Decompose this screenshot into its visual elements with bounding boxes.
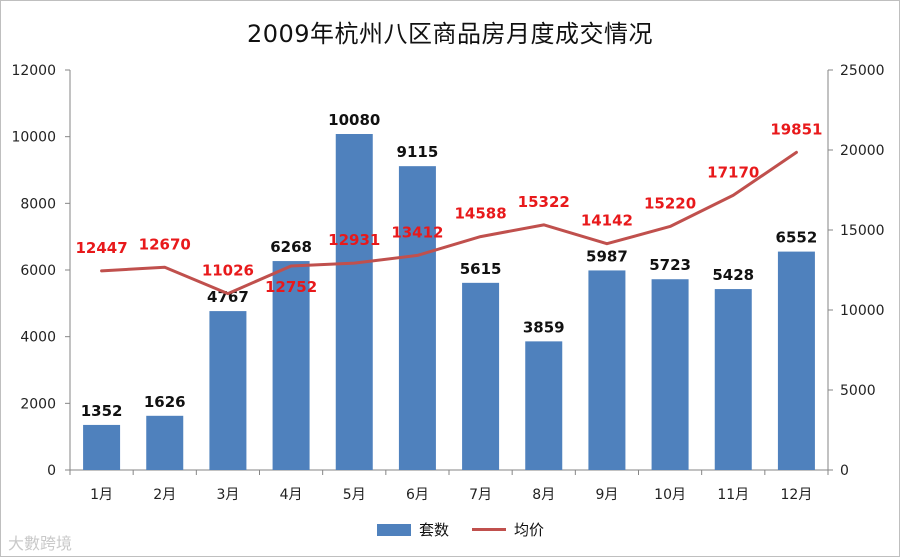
y-right-tick-label: 25000 xyxy=(840,63,885,79)
bar-data-label: 1626 xyxy=(144,393,186,411)
bar xyxy=(209,311,247,470)
y-left-tick-label: 6000 xyxy=(20,263,56,279)
bar-data-label: 5428 xyxy=(712,266,754,284)
bar-data-label: 4767 xyxy=(207,288,249,306)
x-tick-label: 4月 xyxy=(280,487,303,503)
line-data-label: 14142 xyxy=(581,212,633,230)
x-tick-label: 9月 xyxy=(595,487,618,503)
x-tick-label: 6月 xyxy=(406,487,429,503)
line-data-label: 15220 xyxy=(644,194,696,212)
bar xyxy=(398,166,436,470)
y-right-tick-label: 0 xyxy=(840,463,849,479)
bar xyxy=(335,134,373,470)
bar-data-label: 5987 xyxy=(586,247,628,265)
bar xyxy=(83,424,121,470)
bar xyxy=(714,289,752,470)
y-right-tick-label: 10000 xyxy=(840,303,885,319)
series-line xyxy=(100,150,798,296)
line-data-label: 12752 xyxy=(265,278,317,296)
bar-data-label: 10080 xyxy=(328,111,380,129)
x-tick-label: 12月 xyxy=(781,487,813,503)
legend-item-line: 均价 xyxy=(472,519,544,540)
bar xyxy=(651,279,689,470)
y-left-tick-label: 0 xyxy=(47,463,56,479)
y-right-tick-label: 15000 xyxy=(840,223,885,239)
bar xyxy=(146,415,184,470)
legend-item-bar: 套数 xyxy=(377,519,449,540)
line-data-label: 13412 xyxy=(391,223,443,241)
bar-data-label: 5615 xyxy=(460,260,502,278)
bar xyxy=(777,251,815,470)
y-left-tick-label: 4000 xyxy=(20,330,56,346)
y-left-tick-label: 10000 xyxy=(11,130,56,146)
y-left-tick-label: 12000 xyxy=(11,63,56,79)
bar-data-label: 6552 xyxy=(776,229,818,247)
y-right-tick-label: 5000 xyxy=(840,383,876,399)
bar xyxy=(525,341,563,470)
y-right-tick-label: 20000 xyxy=(840,143,885,159)
line-data-label: 12931 xyxy=(328,231,380,249)
chart-legend: 套数 均价 xyxy=(0,519,900,541)
legend-swatch-line xyxy=(472,528,506,531)
bar xyxy=(462,282,500,470)
bar-data-label: 6268 xyxy=(270,238,312,256)
y-left-tick-label: 8000 xyxy=(20,196,56,212)
x-tick-label: 2月 xyxy=(153,487,176,503)
x-tick-label: 5月 xyxy=(343,487,366,503)
line-data-label: 11026 xyxy=(202,262,254,280)
bar-data-label: 1352 xyxy=(81,402,123,420)
x-tick-label: 8月 xyxy=(532,487,555,503)
x-tick-label: 11月 xyxy=(717,487,749,503)
x-tick-label: 10月 xyxy=(654,487,686,503)
bar xyxy=(272,261,310,470)
watermark: 大數跨境 xyxy=(8,534,73,553)
line-data-label: 12670 xyxy=(139,235,191,253)
chart-title: 2009年杭州八区商品房月度成交情况 xyxy=(246,20,654,48)
bar-data-label: 9115 xyxy=(397,143,439,161)
bar-data-label: 5723 xyxy=(649,256,691,274)
line-data-label: 12447 xyxy=(75,239,127,257)
x-tick-label: 3月 xyxy=(216,487,239,503)
line-data-label: 14588 xyxy=(454,205,506,223)
legend-label-line: 均价 xyxy=(514,521,545,539)
line-data-label: 17170 xyxy=(707,163,759,181)
x-tick-label: 1月 xyxy=(90,487,113,503)
legend-swatch-bar xyxy=(377,523,411,536)
legend-label-bar: 套数 xyxy=(419,521,450,539)
line-data-label: 19851 xyxy=(770,120,822,138)
y-left-tick-label: 2000 xyxy=(20,396,56,412)
x-tick-label: 7月 xyxy=(469,487,492,503)
bar xyxy=(588,270,626,470)
line-data-label: 15322 xyxy=(518,193,570,211)
bar-data-label: 3859 xyxy=(523,318,565,336)
